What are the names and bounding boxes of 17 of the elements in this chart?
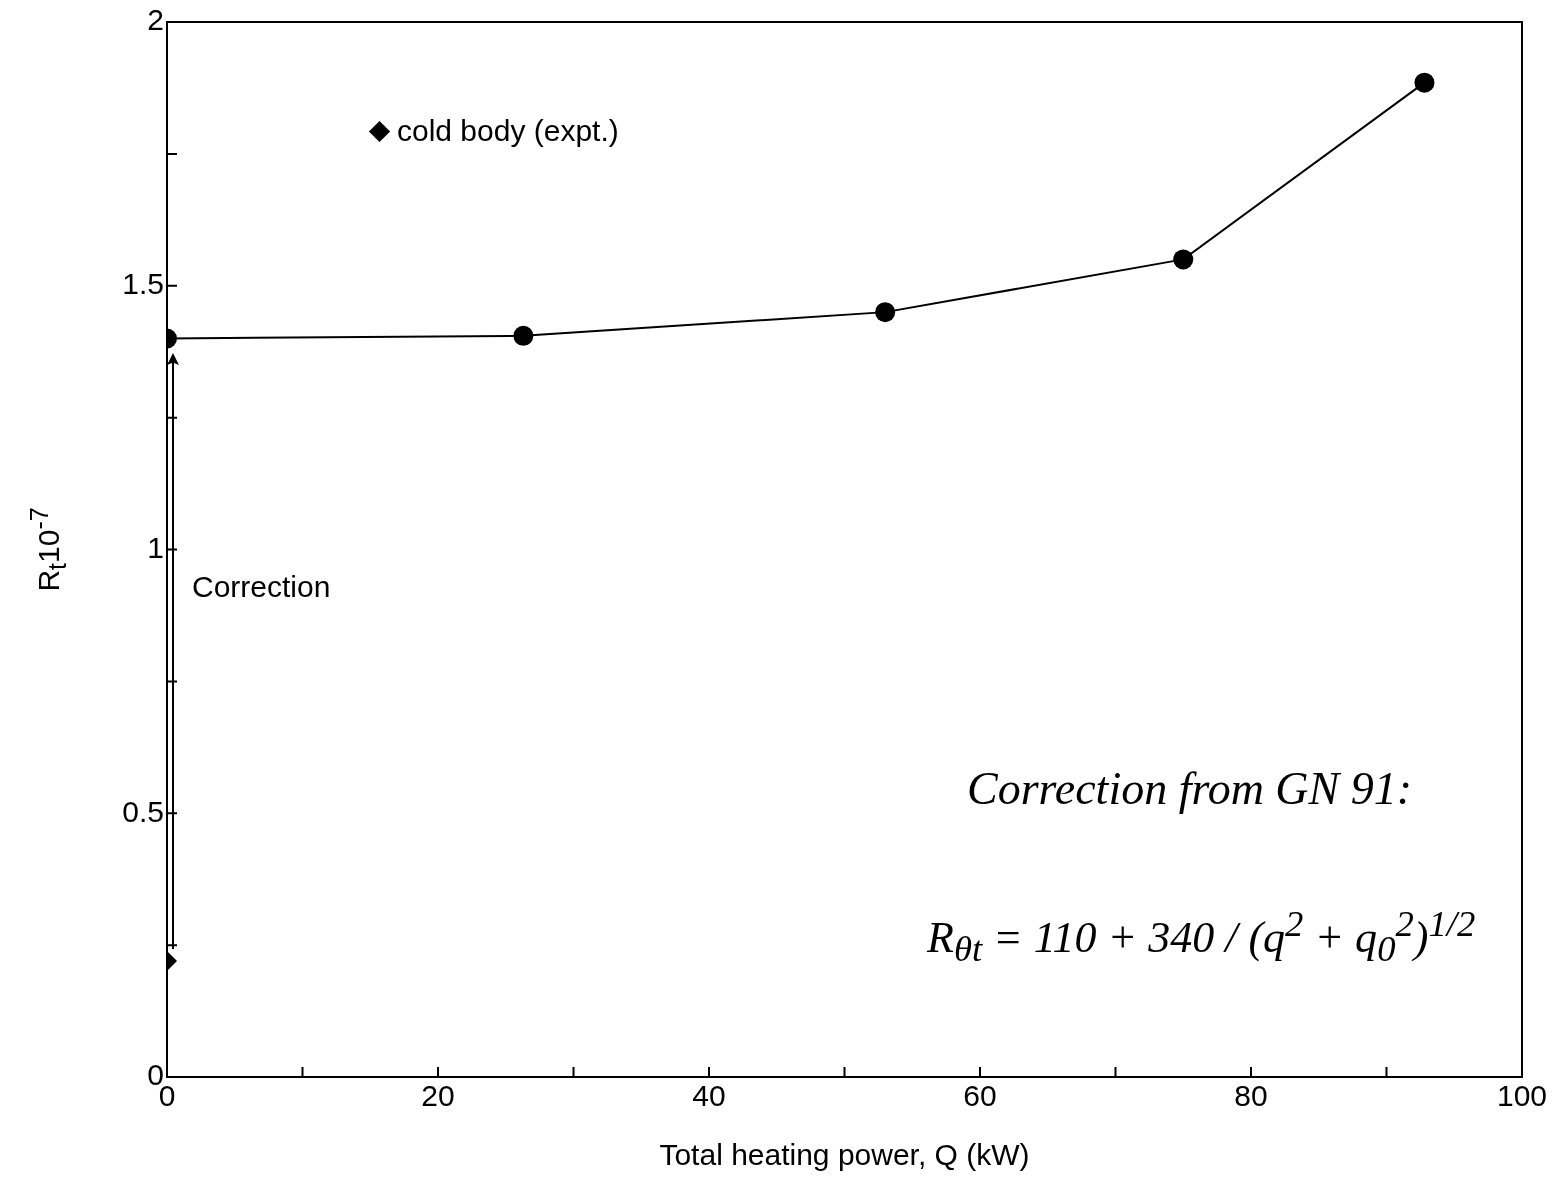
y-tick-label: 2	[147, 3, 164, 37]
x-tick-label: 60	[963, 1079, 997, 1113]
point	[875, 302, 896, 323]
point	[1173, 249, 1194, 270]
x-axis-title: Total heating power, Q (kW)	[659, 1138, 1030, 1172]
x-tick-label: 100	[1496, 1079, 1548, 1113]
x-tick-label: 40	[692, 1079, 726, 1113]
annotation: Correction	[192, 569, 331, 604]
annotation: Correction from GN 91:	[967, 762, 1413, 815]
point	[1414, 72, 1435, 93]
x-tick-label: 80	[1234, 1079, 1268, 1113]
x-tick-label: 20	[421, 1079, 455, 1113]
text: R$_{θt}$ = 110 + 340 / (q$^{2}$ + q$_{0}$$^{2}$)$^{1/2}$	[927, 903, 1476, 970]
y-tick-label: 0.5	[122, 794, 164, 828]
legend-label: cold body (expt.)	[397, 114, 619, 148]
y-tick-label: 1.5	[122, 267, 164, 301]
y-tick-label: 1	[147, 530, 164, 564]
